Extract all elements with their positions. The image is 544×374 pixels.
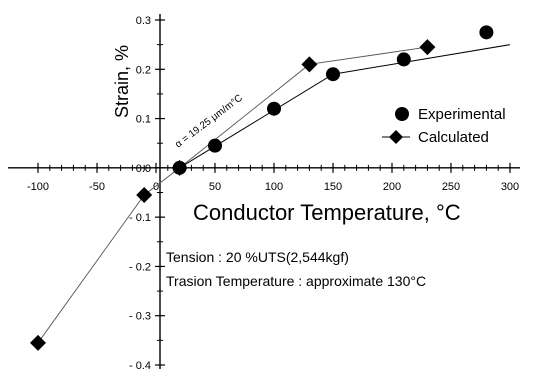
- axes: [8, 14, 520, 369]
- experimental-point: [479, 25, 494, 40]
- transition-temperature-note: Trasion Temperature : approximate 130°C: [166, 273, 426, 289]
- y-tick-label: 0.2: [136, 64, 151, 76]
- experimental-point: [267, 101, 281, 116]
- series-lines: [37, 44, 511, 344]
- experimental-point: [326, 67, 340, 82]
- experimental-point: [396, 52, 411, 67]
- x-tick-label: -100: [27, 181, 49, 193]
- experimental-point: [208, 138, 222, 153]
- calculated-point: [30, 334, 46, 351]
- legend-calculated-marker: [389, 130, 403, 144]
- calculated-line: [37, 46, 428, 344]
- x-tick-label: 200: [383, 181, 401, 193]
- slope-annotation: α = 19.25 μm/m°C: [173, 93, 245, 151]
- tick-labels: -100 -50 0 50 100 150 200 250 300 - 0.4 - 0.3 - 0.2…: [27, 15, 519, 372]
- legend-experimental-marker: [395, 107, 409, 121]
- x-tick-label: 150: [324, 181, 342, 193]
- y-tick-label: 0.0: [136, 163, 151, 175]
- y-tick-label: - 0.1: [129, 212, 151, 224]
- y-tick-label: - 0.2: [129, 261, 151, 273]
- calculated-point: [301, 56, 318, 73]
- tick-marks: [37, 19, 511, 366]
- x-tick-label: -50: [89, 181, 105, 193]
- x-tick-label: 300: [501, 181, 519, 193]
- y-tick-label: - 0.4: [129, 360, 151, 372]
- y-tick-label: - 0.3: [129, 311, 151, 323]
- y-axis-title: Strain, %: [112, 45, 132, 118]
- legend: Experimental Calculated: [382, 106, 506, 146]
- x-tick-label: 0: [153, 181, 159, 193]
- calculated-point: [419, 39, 436, 56]
- x-tick-label: 50: [209, 181, 221, 193]
- x-axis-title: Conductor Temperature, °C: [193, 200, 461, 225]
- calculated-point: [136, 186, 153, 203]
- y-tick-label: 0.3: [136, 15, 151, 27]
- tension-note: Tension : 20 %UTS(2,544kgf): [166, 249, 349, 265]
- y-tick-label: 0.1: [136, 114, 151, 126]
- legend-experimental-label: Experimental: [418, 106, 506, 123]
- series-markers: [30, 25, 494, 351]
- calculated-point: [171, 159, 188, 176]
- x-tick-label: 100: [265, 181, 283, 193]
- legend-calculated-label: Calculated: [418, 129, 489, 146]
- x-tick-label: 250: [442, 181, 460, 193]
